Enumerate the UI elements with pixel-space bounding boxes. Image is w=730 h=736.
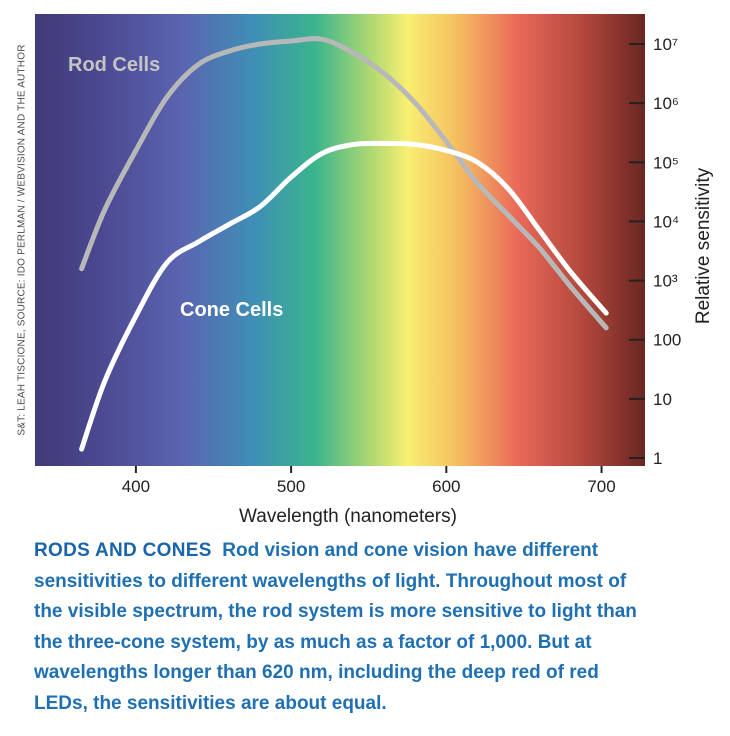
plot-background (35, 14, 645, 466)
sensitivity-chart: 400 500 600 700 1 10 100 10³ 10⁴ 10⁵ 10⁶ 10⁷ Wavel… (35, 14, 714, 527)
x-tick-label: 500 (277, 477, 305, 496)
y-tick-label: 10⁴ (653, 212, 679, 231)
x-axis-label: Wavelength (nanometers) (239, 506, 457, 527)
x-tick-label: 600 (432, 477, 460, 496)
series-label-cone: Cone Cells (180, 299, 283, 321)
y-tick-label: 10 (653, 390, 672, 409)
series-line-cone-cells (79, 140, 609, 452)
y-axis-label: Relative sensitivity (693, 167, 714, 324)
series-line-rod-cells (79, 36, 609, 331)
series-layer (79, 36, 609, 452)
x-axis: 400 500 600 700 (122, 466, 616, 496)
y-tick-label: 100 (653, 331, 681, 350)
y-axis: 1 10 100 10³ 10⁴ 10⁵ 10⁶ 10⁷ (629, 35, 681, 468)
y-tick-label: 10⁶ (653, 94, 679, 113)
y-tick-label: 10⁷ (653, 35, 678, 54)
x-tick-label: 700 (587, 477, 615, 496)
y-tick-label: 10³ (653, 272, 678, 291)
series-label-rod: Rod Cells (68, 54, 160, 76)
y-tick-label: 1 (653, 449, 662, 468)
figure-caption: RODS AND CONES Rod vision and cone visio… (34, 536, 654, 719)
caption-headline: RODS AND CONES (34, 540, 212, 561)
x-tick-label: 400 (122, 477, 150, 496)
y-tick-label: 10⁵ (653, 153, 679, 172)
caption-text: Rod vision and cone vision have differen… (34, 540, 637, 714)
